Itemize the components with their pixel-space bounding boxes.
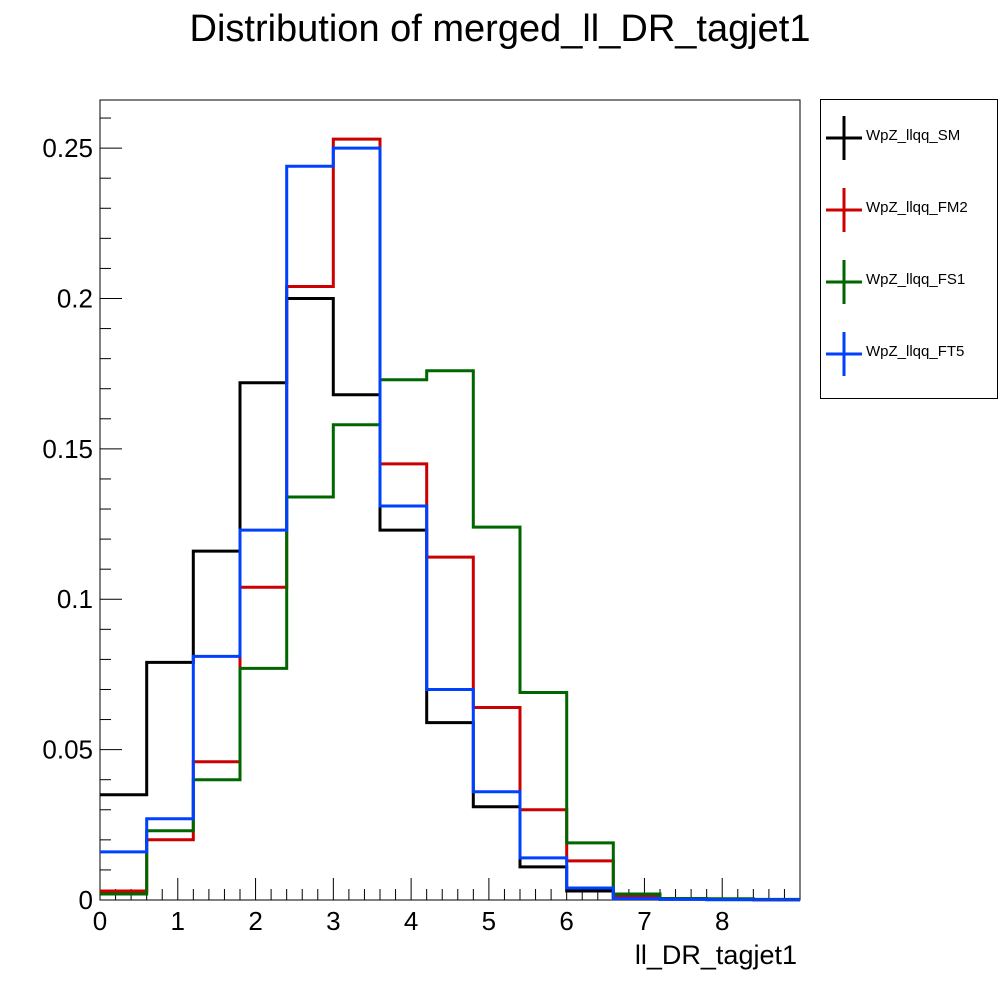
y-tick-label: 0.05 [42,735,93,765]
y-tick-label: 0.25 [42,133,93,163]
tick-labels: 0 1 2 3 4 5 6 7 8 0 0.05 0.1 0.15 0.2 0.25 [42,133,729,936]
y-tick-label: 0.2 [57,283,93,313]
y-tick-label: 0.1 [57,584,93,614]
legend-entry: WpZ_llqq_FS1 [821,252,999,312]
legend-label: WpZ_llqq_FT5 [866,343,965,360]
x-tick-label: 4 [404,906,418,936]
legend: WpZ_llqq_SM WpZ_llqq_FM2 WpZ_llqq_FS1 WpZ_l… [820,99,998,399]
legend-label: WpZ_llqq_FM2 [866,199,968,216]
x-tick-label: 0 [93,906,107,936]
legend-label: WpZ_llqq_FS1 [866,271,966,288]
x-tick-label: 8 [715,906,729,936]
axis-ticks [99,117,801,901]
legend-entry: WpZ_llqq_FM2 [821,180,999,240]
series-line-wpz-llqq-ft5 [100,146,800,902]
legend-entry: WpZ_llqq_SM [821,108,999,168]
x-tick-label: 5 [482,906,496,936]
x-tick-label: 1 [171,906,185,936]
x-axis-title: ll_DR_tagjet1 [635,940,797,970]
y-tick-label: 0.15 [42,434,93,464]
series-layer [100,137,800,902]
y-tick-label: 0 [79,885,93,915]
legend-label: WpZ_llqq_SM [866,127,961,144]
x-tick-label: 2 [248,906,262,936]
legend-marker-icon [826,260,862,304]
series-line-wpz-llqq-sm [100,297,800,902]
legend-entry: WpZ_llqq_FT5 [821,324,999,384]
plot-frame [99,99,801,901]
series-line-wpz-llqq-fm2 [100,137,800,902]
legend-marker-icon [826,116,862,160]
legend-marker-icon [826,188,862,232]
x-tick-label: 6 [559,906,573,936]
series-line-wpz-llqq-fs1 [100,369,800,901]
x-tick-label: 7 [637,906,651,936]
chart-title: Distribution of merged_ll_DR_tagjet1 [189,8,811,50]
x-tick-label: 3 [326,906,340,936]
legend-marker-icon [826,332,862,376]
